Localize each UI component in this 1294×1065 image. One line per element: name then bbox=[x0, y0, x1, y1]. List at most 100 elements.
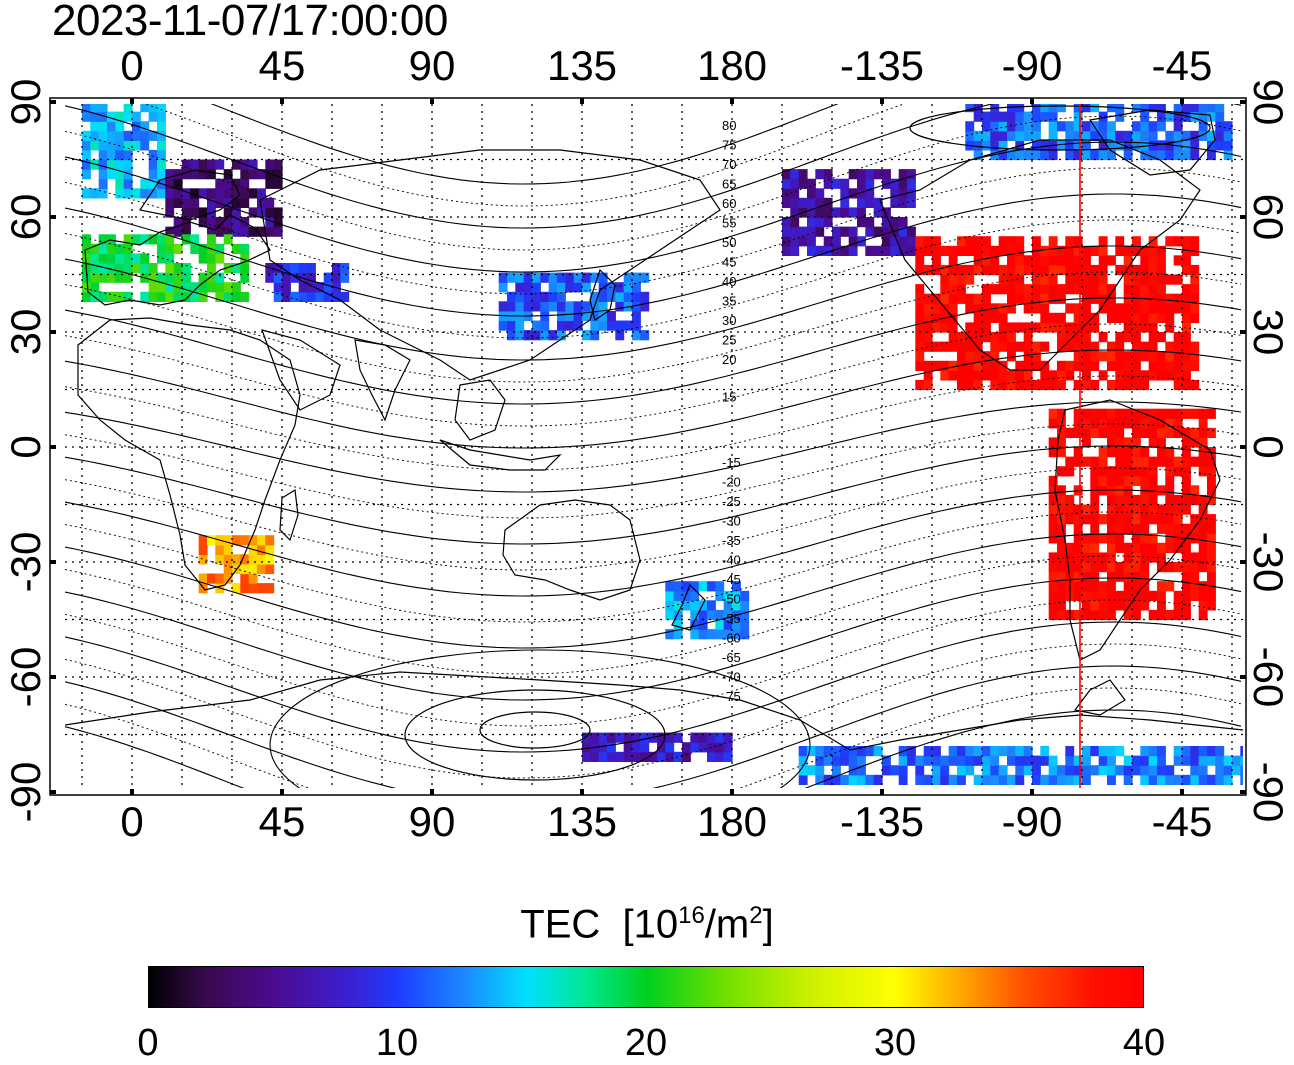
tec-cell bbox=[307, 291, 316, 302]
tec-cell bbox=[815, 245, 825, 256]
tec-cell bbox=[215, 217, 225, 228]
tec-cell bbox=[115, 159, 125, 170]
tec-cell bbox=[240, 178, 250, 189]
tec-cell bbox=[248, 554, 258, 565]
tec-cell bbox=[998, 264, 1008, 276]
tec-cell bbox=[132, 140, 141, 151]
tec-cell bbox=[1057, 293, 1066, 304]
tec-cell bbox=[1007, 121, 1016, 132]
tec-cell bbox=[1157, 312, 1166, 323]
bottom-lon-tick: 45 bbox=[258, 798, 306, 845]
tec-cell bbox=[873, 207, 883, 218]
tec-cell bbox=[1098, 245, 1108, 256]
tec-cell bbox=[1073, 255, 1083, 266]
tec-cell bbox=[1165, 370, 1175, 381]
tec-cell bbox=[573, 310, 583, 322]
tec-cell bbox=[573, 282, 583, 293]
tec-cell bbox=[582, 742, 591, 753]
tec-cell bbox=[1090, 590, 1100, 601]
tec-cell bbox=[232, 263, 241, 274]
tec-cell bbox=[290, 272, 300, 283]
tec-cell bbox=[1173, 149, 1183, 161]
tec-cell bbox=[1148, 774, 1158, 785]
tec-cell bbox=[1082, 351, 1091, 362]
tec-cell bbox=[1173, 542, 1183, 553]
tec-cell bbox=[1073, 332, 1083, 343]
tec-cell bbox=[1240, 774, 1243, 785]
tec-cell bbox=[1123, 360, 1133, 371]
tec-cell bbox=[532, 282, 541, 293]
tec-cell bbox=[273, 291, 283, 302]
tec-cell bbox=[1215, 746, 1225, 757]
tec-cell bbox=[965, 104, 975, 113]
tec-cell bbox=[1115, 533, 1125, 544]
tec-cell bbox=[257, 197, 266, 208]
tec-cell bbox=[157, 159, 166, 170]
coast-japan bbox=[589, 268, 616, 321]
tec-cell bbox=[1190, 755, 1200, 766]
tec-cell bbox=[1207, 755, 1216, 766]
tec-cell bbox=[965, 322, 975, 333]
tec-cell bbox=[1073, 149, 1083, 161]
tec-cell bbox=[1123, 475, 1133, 486]
tec-cell bbox=[590, 320, 600, 331]
tec-cell bbox=[1107, 312, 1116, 323]
tec-cell bbox=[640, 742, 650, 753]
tec-cell bbox=[1057, 284, 1066, 295]
tec-cell bbox=[790, 169, 800, 180]
tec-cell bbox=[915, 332, 925, 343]
right-lat-tick: 90 bbox=[1245, 78, 1292, 126]
tec-cell bbox=[1082, 542, 1091, 553]
tec-cell bbox=[632, 330, 641, 341]
tec-cell bbox=[1090, 379, 1100, 391]
tec-cell bbox=[148, 234, 158, 245]
tec-cell bbox=[1190, 523, 1200, 534]
contour-label: -15 bbox=[722, 455, 741, 470]
tec-cell bbox=[1132, 140, 1141, 151]
tec-cell bbox=[1198, 552, 1208, 563]
tec-cell bbox=[1115, 523, 1125, 534]
contour-label: -70 bbox=[722, 670, 741, 685]
coast-scandinavia bbox=[139, 169, 241, 221]
tec-cell bbox=[1165, 130, 1175, 141]
tec-cell bbox=[823, 178, 833, 189]
tec-cell bbox=[1015, 264, 1025, 276]
tec-cell bbox=[657, 742, 666, 753]
tec-cell bbox=[1057, 590, 1066, 601]
tec-cell bbox=[957, 360, 966, 371]
tec-cell bbox=[1107, 475, 1116, 486]
coast-australia bbox=[502, 499, 641, 601]
tec-cell bbox=[1223, 121, 1233, 132]
tec-cell bbox=[732, 600, 741, 611]
tec-cell bbox=[1057, 571, 1066, 582]
tec-cell bbox=[1182, 130, 1191, 141]
tec-cell bbox=[1057, 600, 1066, 611]
tec-cell bbox=[857, 178, 866, 189]
bottom-lon-tick: -45 bbox=[1151, 798, 1213, 845]
tec-cell bbox=[223, 234, 233, 245]
tec-cell bbox=[673, 581, 683, 592]
tec-cell bbox=[165, 207, 175, 218]
contour-label: -40 bbox=[722, 553, 741, 568]
tec-cell bbox=[182, 234, 191, 245]
tec-cell bbox=[1157, 360, 1166, 371]
tec-cell bbox=[1182, 456, 1191, 467]
tec-cell bbox=[198, 188, 208, 199]
tec-cell bbox=[998, 774, 1008, 785]
tec-cell bbox=[1065, 322, 1075, 333]
tec-cell bbox=[1073, 418, 1083, 429]
tec-cell bbox=[623, 320, 633, 331]
tec-cell bbox=[340, 291, 350, 302]
tec-cell bbox=[1082, 746, 1091, 757]
tec-cell bbox=[1165, 149, 1175, 161]
tec-cell bbox=[890, 178, 900, 189]
tec-cell bbox=[532, 272, 541, 283]
tec-cell bbox=[782, 169, 791, 180]
tec-cell bbox=[573, 272, 583, 283]
tec-cell bbox=[1165, 562, 1175, 573]
tec-cell bbox=[1115, 571, 1125, 582]
tec-cell bbox=[1190, 571, 1200, 582]
tec-cell bbox=[1140, 149, 1150, 161]
tec-cell bbox=[1123, 274, 1133, 285]
tec-cell bbox=[1015, 236, 1025, 247]
